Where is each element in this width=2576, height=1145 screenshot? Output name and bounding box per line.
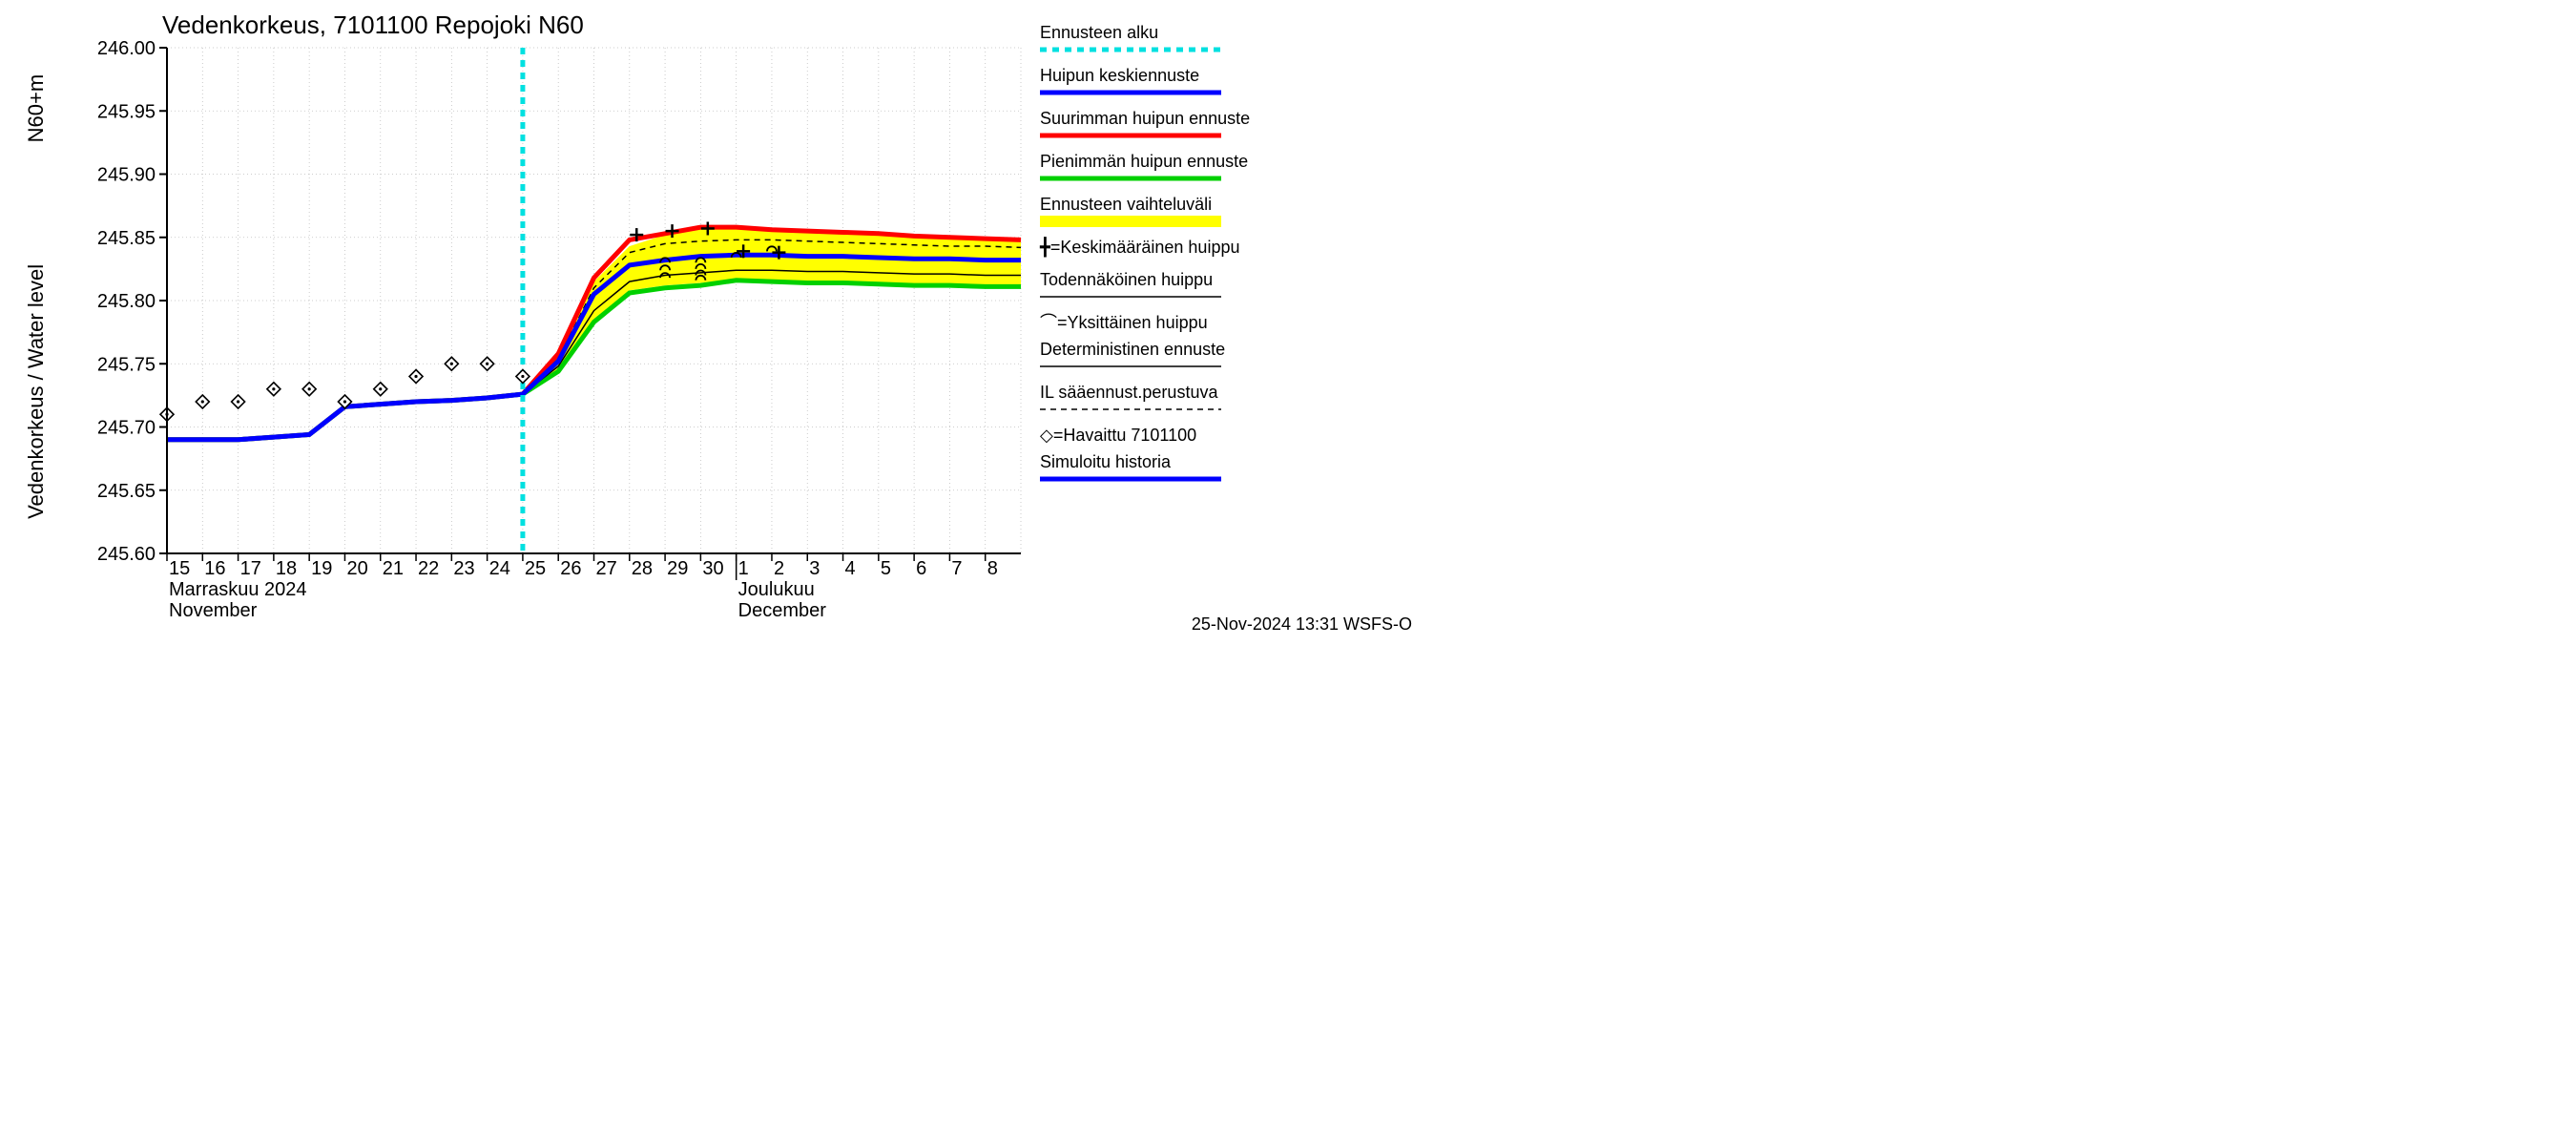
x-tick-label: 18	[276, 558, 297, 579]
y-tick-label: 245.75	[97, 354, 156, 375]
y-tick-label: 245.85	[97, 228, 156, 249]
month-label-1-fi: Marraskuu 2024	[169, 579, 307, 600]
legend-diamond: ◇=Havaittu 7101100	[1040, 426, 1196, 445]
x-tick-label: 3	[809, 558, 820, 579]
chart-container: Vedenkorkeus, 7101100 Repojoki N60 245.60…	[0, 0, 1431, 649]
y-tick-label: 245.95	[97, 101, 156, 122]
y-tick-label: 245.80	[97, 291, 156, 312]
legend-red: Suurimman huipun ennuste	[1040, 109, 1250, 128]
x-tick-label: 30	[702, 558, 723, 579]
legend-black-solid: Todennäköinen huippu	[1040, 270, 1213, 289]
x-tick-label: 17	[240, 558, 261, 579]
x-tick-label: 21	[383, 558, 404, 579]
legend-arc: ⌒=Yksittäinen huippu	[1040, 313, 1208, 332]
chart-title: Vedenkorkeus, 7101100 Repojoki N60	[162, 10, 584, 39]
x-tick-label: 5	[881, 558, 891, 579]
x-tick-label: 20	[346, 558, 367, 579]
month-label-1-en: November	[169, 600, 258, 621]
x-tick-label: 23	[453, 558, 474, 579]
x-tick-label: 19	[311, 558, 332, 579]
footer-timestamp: 25-Nov-2024 13:31 WSFS-O	[1192, 614, 1412, 634]
legend-forecast-start: Ennusteen alku	[1040, 23, 1158, 42]
x-tick-label: 4	[845, 558, 856, 579]
x-tick-label: 26	[560, 558, 581, 579]
x-tick-label: 8	[987, 558, 998, 579]
chart-svg: Vedenkorkeus, 7101100 Repojoki N60 245.60…	[0, 0, 1431, 649]
x-tick-label: 25	[525, 558, 546, 579]
x-tick-label: 27	[596, 558, 617, 579]
y-tick-label: 245.70	[97, 418, 156, 439]
legend-black-dashed: IL sääennust.perustuva	[1040, 383, 1218, 402]
y-tick-label: 246.00	[97, 38, 156, 59]
month-label-2-en: December	[738, 600, 827, 621]
y-tick-label: 245.65	[97, 481, 156, 502]
x-tick-label: 7	[951, 558, 962, 579]
x-tick-label: 6	[916, 558, 926, 579]
legend-blue2: Simuloitu historia	[1040, 452, 1172, 471]
legend-blue: Huipun keskiennuste	[1040, 66, 1199, 85]
x-tick-label: 28	[632, 558, 653, 579]
x-tick-label: 16	[204, 558, 225, 579]
y-tick-label: 245.60	[97, 544, 156, 565]
x-tick-label: 29	[667, 558, 688, 579]
x-tick-label: 24	[489, 558, 510, 579]
y-axis-label: Vedenkorkeus / Water level	[24, 264, 48, 519]
month-label-2-fi: Joulukuu	[738, 579, 815, 600]
y-tick-label: 245.90	[97, 165, 156, 186]
x-tick-label: 2	[774, 558, 784, 579]
legend-green: Pienimmän huipun ennuste	[1040, 152, 1248, 171]
x-tick-label: 1	[738, 558, 749, 579]
x-tick-label: 22	[418, 558, 439, 579]
legend-plus: ╋=Keskimääräinen huippu	[1039, 237, 1239, 258]
legend-yellow: Ennusteen vaihteluväli	[1040, 195, 1212, 214]
x-tick-label: 15	[169, 558, 190, 579]
legend-det: Deterministinen ennuste	[1040, 340, 1225, 359]
y-axis-unit: N60+m	[24, 74, 48, 143]
